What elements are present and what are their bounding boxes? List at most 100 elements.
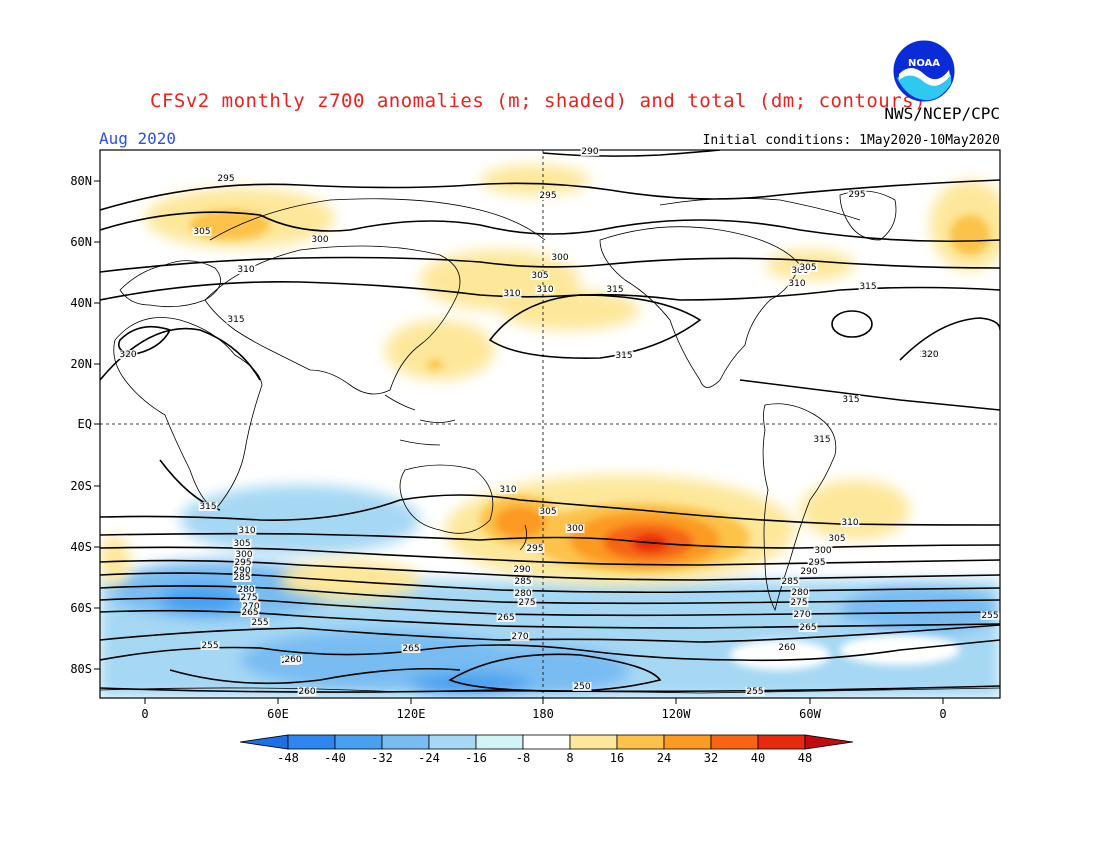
colorbar: -48 -40 -32 -24 -16 -8 8 16 24 32 40 48	[239, 734, 854, 765]
contour-label: 280	[791, 588, 808, 598]
contour-label: 315	[199, 502, 216, 512]
colorbar-segment	[710, 734, 759, 750]
colorbar-tick-label: 8	[566, 751, 573, 765]
colorbar-segment	[381, 734, 430, 750]
contour-label: 315	[227, 315, 244, 325]
contour-label: 315	[842, 395, 859, 405]
lon-label: 0	[141, 707, 148, 721]
colorbar-segment	[569, 734, 618, 750]
contour-label: 295	[539, 191, 556, 201]
colorbar-segment	[663, 734, 712, 750]
lat-label: 20N	[70, 357, 92, 371]
contour-label: 275	[518, 598, 535, 608]
contour-label: 305	[539, 507, 556, 517]
lon-label: 0	[939, 707, 946, 721]
contour-label: 310	[238, 526, 255, 536]
anomaly-shading	[100, 150, 1000, 698]
colorbar-tick-label: -8	[516, 751, 530, 765]
chart-title: CFSv2 monthly z700 anomalies (m; shaded)…	[150, 90, 927, 112]
contour-label: 295	[808, 558, 825, 568]
colorbar-tick-label: 24	[657, 751, 671, 765]
contour-label: 310	[499, 485, 516, 495]
colorbar-tick-label: -16	[465, 751, 487, 765]
latitude-labels: 80N 60N 40N 20N EQ 20S 40S 60S 80S	[70, 174, 100, 676]
contour-label: 265	[497, 613, 514, 623]
contour-label: 300	[814, 546, 831, 556]
contour-label: 315	[859, 282, 876, 292]
colorbar-tick-label: 16	[610, 751, 624, 765]
colorbar-low-arrow	[239, 734, 289, 750]
contour-label: 295	[234, 558, 251, 568]
contour-label: 315	[813, 435, 830, 445]
lat-label: 60N	[70, 235, 92, 249]
lat-label: EQ	[78, 417, 92, 431]
contour-label: 305	[193, 227, 210, 237]
contour-label: 290	[581, 147, 598, 157]
month-label: Aug 2020	[99, 129, 177, 148]
contour-label: 310	[536, 285, 553, 295]
contour-label: 270	[242, 602, 259, 612]
contour-label: 300	[235, 550, 252, 560]
initial-conditions-label: Initial conditions: 1May2020-10May2020	[702, 133, 1000, 148]
contour-label: 255	[746, 687, 763, 697]
contour-label: 305	[828, 534, 845, 544]
lat-label: 40N	[70, 296, 92, 310]
lat-label: 20S	[70, 479, 92, 493]
lat-label: 80N	[70, 174, 92, 188]
colorbar-tick-label: 32	[704, 751, 718, 765]
lon-label: 120W	[662, 707, 692, 721]
lat-label: 60S	[70, 601, 92, 615]
contour-label: 250	[573, 682, 590, 692]
colorbar-segment	[334, 734, 383, 750]
contour-label: 300	[566, 524, 583, 534]
contour-label: 305	[531, 271, 548, 281]
lat-label: 80S	[70, 662, 92, 676]
contour-label: 290	[233, 566, 250, 576]
noaa-logo-icon: NOAA	[893, 40, 955, 102]
contour-label: 255	[201, 641, 218, 651]
contour-label: 300	[551, 253, 568, 263]
contour-label: 285	[514, 577, 531, 587]
contour-label: 260	[778, 643, 795, 653]
lon-label: 60E	[267, 707, 289, 721]
contour-label: 290	[513, 565, 530, 575]
contour-label: 295	[526, 544, 543, 554]
colorbar-tick-label: -32	[371, 751, 393, 765]
contour-label: 270	[793, 610, 810, 620]
contour-label: 265	[799, 623, 816, 633]
contour-label: 255	[981, 611, 998, 621]
colorbar-high-arrow	[804, 734, 854, 750]
contour-label: 285	[781, 577, 798, 587]
colorbar-tick-label: -48	[277, 751, 299, 765]
contour-label: 300	[311, 235, 328, 245]
contour-label: 295	[217, 174, 234, 184]
colorbar-segment	[757, 734, 806, 750]
contour-label: 265	[241, 608, 258, 618]
contour-label: 275	[790, 598, 807, 608]
contour-label: 320	[921, 350, 938, 360]
contour-label: 285	[233, 573, 250, 583]
colorbar-segment	[475, 734, 524, 750]
colorbar-tick-label: 48	[798, 751, 812, 765]
contour-label: 260	[284, 655, 301, 665]
colorbar-segment	[428, 734, 477, 750]
contour-label: 315	[615, 351, 632, 361]
colorbar-tick-label: -24	[418, 751, 440, 765]
contour-label: 275	[240, 593, 257, 603]
agency-label: NWS/NCEP/CPC	[884, 104, 1000, 123]
contour-label: 305	[799, 263, 816, 273]
contour-label: 320	[119, 350, 136, 360]
contour-label: 280	[514, 589, 531, 599]
contour-label: 310	[841, 518, 858, 528]
contour-label: 265	[402, 644, 419, 654]
contour-label: 270	[511, 632, 528, 642]
contour-label: 295	[848, 190, 865, 200]
longitude-labels: 0 60E 120E 180 120W 60W 0	[141, 698, 947, 721]
colorbar-segment	[616, 734, 665, 750]
colorbar-segment	[287, 734, 336, 750]
contour-label: 280	[237, 585, 254, 595]
contour-label: 310	[237, 265, 254, 275]
contour-label: 310	[503, 289, 520, 299]
lat-label: 40S	[70, 540, 92, 554]
